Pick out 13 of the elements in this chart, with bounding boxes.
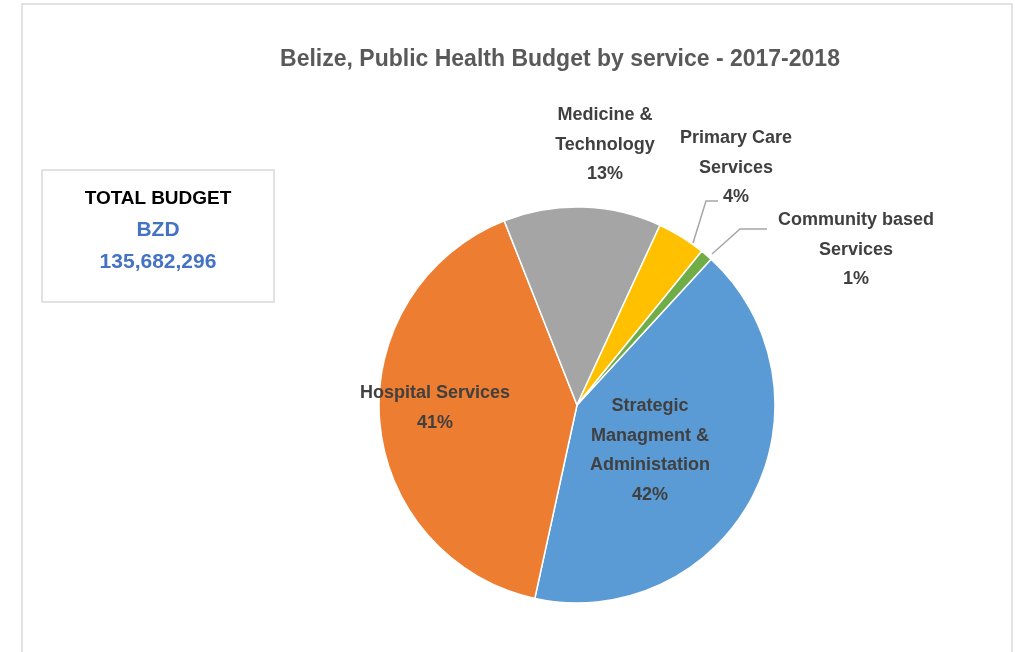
data-label: 13% [586,163,624,183]
slice-label: Community based Services [777,209,935,259]
text: BZD [136,217,180,240]
text: TOTAL BUDGET [84,187,232,208]
data-label: 4% [722,186,750,206]
chart-title: Belize, Public Health Budget by service - 2017-2018 [280,45,841,71]
text: 135,682,296 [99,249,217,272]
slice-label: Strategic Managment & Administation [590,395,710,474]
slice-label: Primary Care Services [679,127,793,177]
data-label: 41% [416,411,454,432]
data-label: 1% [842,268,870,288]
data-label: 42% [631,483,669,504]
slice-label: Medicine & Technology [555,104,655,154]
